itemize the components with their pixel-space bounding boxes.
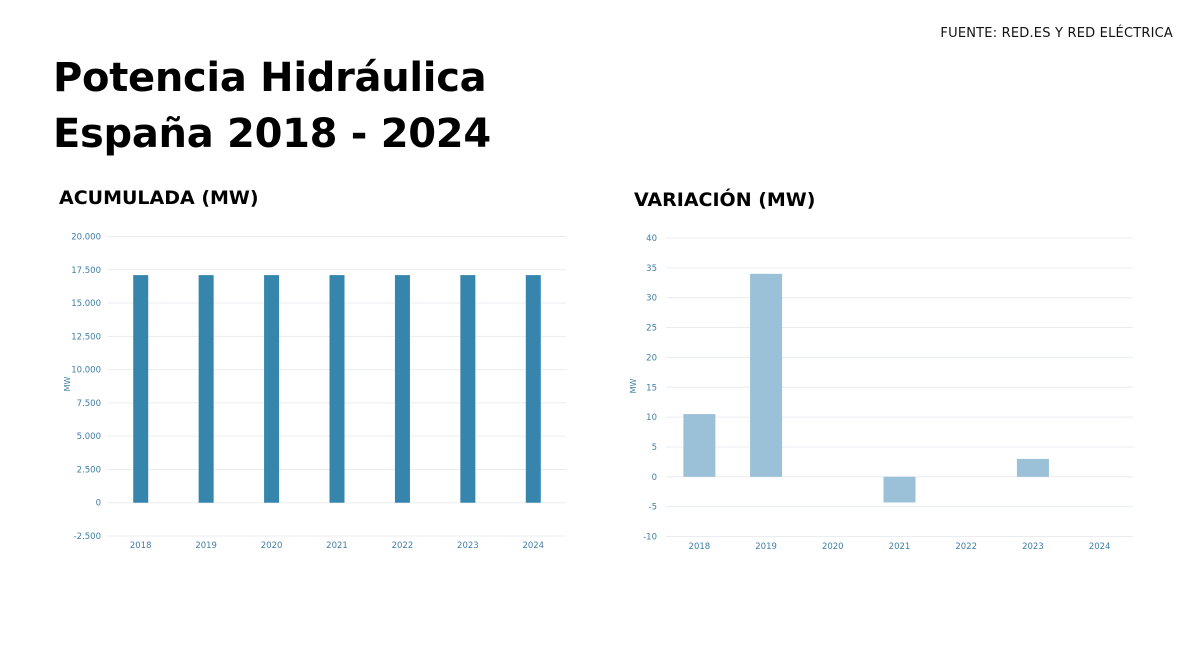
y-tick-label: 10 [646, 413, 657, 423]
x-tick-label: 2020 [822, 542, 844, 552]
y-tick-label: 2.500 [77, 465, 101, 475]
x-tick-label: 2023 [457, 541, 479, 551]
bar-2022[interactable] [394, 275, 410, 503]
y-tick-label: 15 [646, 383, 657, 393]
y-tick-label: 5 [652, 443, 657, 453]
x-tick-label: 2018 [130, 541, 152, 551]
x-tick-label: 2023 [1022, 542, 1044, 552]
y-tick-label: 5.000 [77, 432, 101, 442]
y-tick-label: 25 [646, 324, 657, 334]
bar-2023[interactable] [1016, 458, 1049, 477]
y-tick-label: 40 [646, 234, 657, 244]
y-tick-label: 10.000 [71, 366, 101, 376]
y-tick-label: 20 [646, 353, 657, 363]
bar-2021[interactable] [329, 275, 345, 503]
y-tick-label: 0 [96, 499, 101, 509]
page-title: Potencia Hidráulica España 2018 - 2024 [53, 50, 491, 162]
accumulated-chart-title: ACUMULADA (MW) [59, 187, 259, 209]
source-note: FUENTE: RED.ES Y RED ELÉCTRICA [940, 26, 1173, 41]
x-tick-label: 2022 [955, 542, 977, 552]
bar-2023[interactable] [460, 275, 476, 503]
y-tick-label: 30 [646, 294, 657, 304]
bar-2018[interactable] [683, 414, 716, 477]
y-tick-label: -2.500 [74, 532, 101, 542]
y-tick-label: 17.500 [71, 266, 101, 276]
x-tick-label: 2024 [1089, 542, 1111, 552]
x-tick-label: 2019 [195, 541, 217, 551]
y-axis-title: MW [629, 379, 638, 394]
y-tick-label: 0 [652, 473, 657, 483]
y-axis-title: MW [63, 377, 72, 392]
bar-2024[interactable] [525, 275, 541, 503]
y-tick-label: 12.500 [71, 332, 101, 342]
title-line-1: Potencia Hidráulica [53, 55, 487, 101]
x-tick-label: 2021 [326, 541, 348, 551]
bar-2021[interactable] [883, 476, 916, 503]
x-tick-label: 2022 [392, 541, 414, 551]
x-tick-label: 2018 [689, 542, 711, 552]
bar-2020[interactable] [264, 275, 280, 503]
x-tick-label: 2024 [522, 541, 544, 551]
bar-2019[interactable] [198, 275, 214, 503]
y-tick-label: 35 [646, 264, 657, 274]
y-tick-label: 7.500 [77, 399, 101, 409]
x-tick-label: 2021 [889, 542, 911, 552]
bar-2019[interactable] [750, 273, 783, 477]
y-tick-label: -5 [649, 503, 657, 513]
x-tick-label: 2019 [755, 542, 777, 552]
bar-2018[interactable] [133, 275, 149, 503]
variation-chart-title: VARIACIÓN (MW) [634, 189, 816, 211]
y-tick-label: 20.000 [71, 233, 101, 243]
y-tick-label: 15.000 [71, 299, 101, 309]
title-line-2: España 2018 - 2024 [53, 111, 491, 157]
x-tick-label: 2020 [261, 541, 283, 551]
y-tick-label: -10 [643, 533, 657, 543]
